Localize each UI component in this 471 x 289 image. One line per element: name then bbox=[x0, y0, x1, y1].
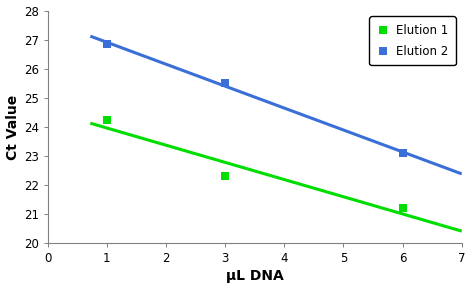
Elution 2 bbox=[399, 151, 406, 155]
Elution 1 bbox=[399, 206, 406, 211]
Elution 1 bbox=[221, 174, 229, 179]
Legend: Elution 1, Elution 2: Elution 1, Elution 2 bbox=[369, 16, 456, 65]
Y-axis label: Ct Value: Ct Value bbox=[6, 94, 20, 160]
X-axis label: μL DNA: μL DNA bbox=[226, 269, 284, 284]
Elution 2 bbox=[221, 81, 229, 86]
Elution 1 bbox=[103, 117, 111, 122]
Elution 2 bbox=[103, 42, 111, 46]
